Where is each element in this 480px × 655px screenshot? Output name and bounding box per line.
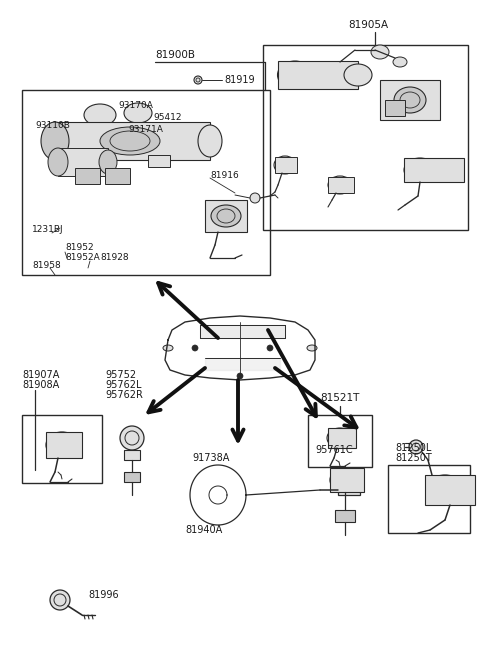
Text: 95752: 95752 (105, 370, 136, 380)
Bar (385, 100, 405, 116)
Bar (124, 450, 140, 460)
Bar (22, 90, 270, 275)
Bar (75, 168, 100, 184)
Bar (308, 415, 372, 467)
Ellipse shape (41, 122, 69, 160)
Text: 91738A: 91738A (192, 453, 229, 463)
Bar (278, 61, 358, 89)
Text: 81905A: 81905A (348, 20, 388, 30)
Text: 1231BJ: 1231BJ (32, 225, 64, 234)
Circle shape (120, 426, 144, 450)
Bar (388, 465, 470, 533)
Text: 81928: 81928 (100, 253, 129, 263)
Ellipse shape (307, 345, 317, 351)
Text: 93110B: 93110B (35, 121, 70, 130)
Ellipse shape (327, 428, 353, 448)
Text: 81958: 81958 (32, 261, 61, 269)
Bar (105, 168, 130, 184)
Ellipse shape (328, 176, 352, 194)
Ellipse shape (330, 468, 360, 492)
Bar (338, 485, 360, 495)
Ellipse shape (274, 156, 296, 174)
Bar (330, 468, 364, 492)
Circle shape (237, 373, 243, 379)
Bar (380, 80, 440, 120)
Circle shape (267, 345, 273, 351)
Bar (425, 475, 475, 505)
Bar (263, 45, 468, 230)
Text: 81952A: 81952A (65, 253, 100, 263)
Circle shape (194, 76, 202, 84)
Bar (148, 155, 170, 167)
Ellipse shape (344, 64, 372, 86)
Text: 81900B: 81900B (155, 50, 195, 60)
Circle shape (50, 590, 70, 610)
Circle shape (409, 440, 423, 454)
Text: 93170A: 93170A (118, 100, 153, 109)
Bar (328, 177, 354, 193)
Bar (124, 472, 140, 482)
Text: 81908A: 81908A (22, 380, 59, 390)
Ellipse shape (211, 205, 241, 227)
Ellipse shape (48, 148, 68, 176)
Circle shape (250, 193, 260, 203)
Ellipse shape (371, 45, 389, 59)
Bar (328, 428, 356, 448)
Ellipse shape (277, 61, 312, 89)
Ellipse shape (100, 127, 160, 155)
Bar (335, 510, 355, 522)
Bar (275, 157, 297, 173)
Ellipse shape (404, 158, 436, 182)
Ellipse shape (426, 475, 464, 505)
Text: 95762L: 95762L (105, 380, 142, 390)
Bar (404, 158, 464, 182)
Ellipse shape (163, 345, 173, 351)
Text: 93171A: 93171A (128, 126, 163, 134)
Text: 81250T: 81250T (395, 453, 432, 463)
Ellipse shape (99, 150, 117, 174)
Text: 81916: 81916 (210, 170, 239, 179)
Text: 81940A: 81940A (185, 525, 222, 535)
Bar (22, 415, 102, 483)
Ellipse shape (124, 103, 152, 123)
Bar (46, 432, 82, 458)
Ellipse shape (198, 125, 222, 157)
Text: 81952: 81952 (65, 244, 94, 252)
Text: 81996: 81996 (88, 590, 119, 600)
Ellipse shape (394, 87, 426, 113)
Ellipse shape (393, 57, 407, 67)
Ellipse shape (46, 432, 78, 458)
Text: 81907A: 81907A (22, 370, 60, 380)
Text: 81250L: 81250L (395, 443, 432, 453)
Text: 95761C: 95761C (315, 445, 353, 455)
Text: 81521T: 81521T (320, 393, 360, 403)
Bar (55, 122, 210, 160)
Text: 95762R: 95762R (105, 390, 143, 400)
Bar (205, 200, 247, 232)
Bar (58, 148, 108, 176)
Ellipse shape (84, 104, 116, 126)
Text: 81919: 81919 (224, 75, 254, 85)
Text: 95412: 95412 (153, 113, 181, 122)
Circle shape (192, 345, 198, 351)
